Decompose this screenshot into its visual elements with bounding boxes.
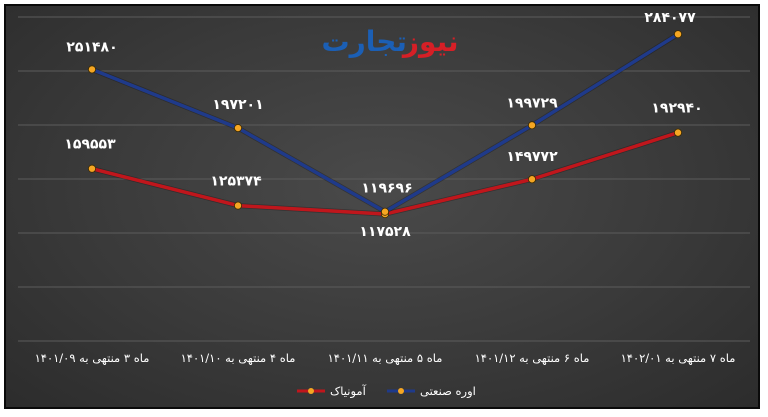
data-label: ۱۲۵۳۷۴ [210, 174, 262, 190]
data-point [88, 65, 97, 74]
series-markers [88, 30, 683, 219]
data-point [380, 207, 389, 216]
data-point [528, 175, 537, 184]
data-point [233, 201, 242, 210]
logo-part-red: نیوز [401, 25, 459, 58]
grid-lines [18, 16, 750, 342]
series-line-shadow [91, 130, 679, 217]
legend-label: آمونیاک [330, 384, 367, 399]
data-label: ۱۹۷۲۰۱ [212, 97, 263, 113]
data-point [88, 164, 97, 173]
category-labels: ماه ۳ منتهی به ۱۴۰۱/۰۹ ماه ۴ منتهی به ۱۴۰… [35, 351, 736, 365]
data-label: ۱۹۲۹۴۰ [651, 101, 702, 117]
logo-part-blue: تجارت [321, 25, 406, 58]
category-label: ماه ۷ منتهی به ۱۴۰۲/۰۱ [621, 351, 736, 365]
category-label: ماه ۵ منتهی به ۱۴۰۱/۱۱ [328, 351, 443, 365]
data-label: ۱۴۹۷۷۲ [506, 149, 558, 165]
data-label: ۱۹۹۷۲۹ [506, 95, 558, 111]
data-point [674, 128, 683, 137]
series-line-1 [91, 130, 679, 216]
data-label: ۱۵۹۵۵۳ [64, 137, 116, 153]
legend-marker [398, 388, 404, 394]
logo: نیوزتجارت [321, 25, 458, 58]
data-label: ۲۵۱۴۸۰ [66, 39, 117, 55]
data-label: ۲۸۴۰۷۷ [644, 10, 696, 26]
category-label: ماه ۴ منتهی به ۱۴۰۱/۱۰ [181, 351, 296, 365]
category-label: ماه ۶ منتهی به ۱۴۰۱/۱۲ [475, 351, 590, 365]
category-label: ماه ۳ منتهی به ۱۴۰۱/۰۹ [35, 351, 150, 365]
legend: اوره صنعتی آمونیاک [297, 384, 476, 399]
data-point [233, 124, 242, 133]
data-point [528, 121, 537, 130]
data-labels: ۲۵۱۴۸۰ ۱۹۷۲۰۱ ۱۱۹۶۹۶ ۱۹۹۷۲۹ ۲۸۴۰۷۷ ۱۵۹۵۵۳ ۱۲۵۳… [64, 10, 702, 240]
legend-label: اوره صنعتی [420, 384, 476, 399]
data-label: ۱۱۷۵۲۸ [359, 224, 411, 240]
data-label: ۱۱۹۶۹۶ [361, 181, 412, 197]
data-point [674, 30, 683, 39]
legend-marker [308, 388, 314, 394]
